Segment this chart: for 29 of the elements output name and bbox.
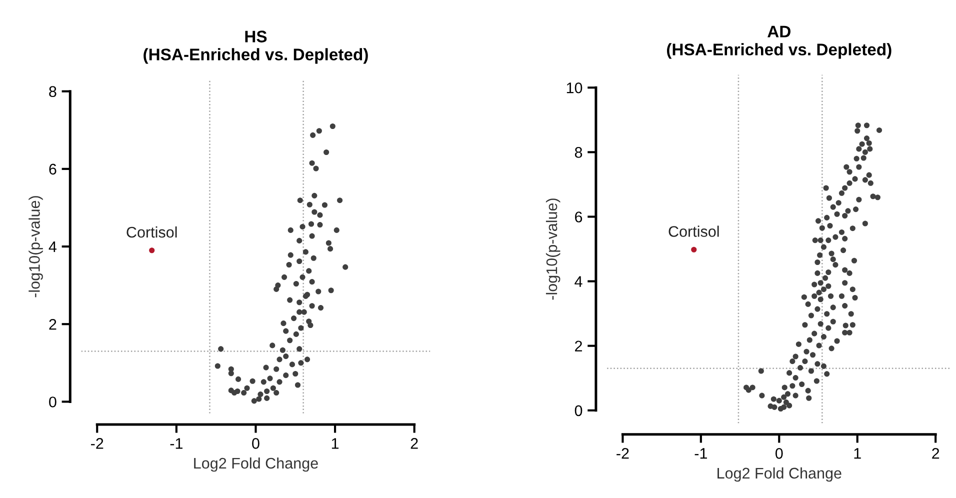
annotation: Cortisol	[668, 226, 719, 237]
x-axis-title: Log2 Fold Change	[718, 467, 842, 482]
y-tick-label: 0	[49, 396, 56, 408]
y-tick-label: 0	[574, 405, 582, 416]
y-tick-label: 6	[575, 212, 582, 222]
y-tick-label: 8	[574, 147, 582, 158]
x-tick-label: -1	[694, 448, 707, 459]
x-axis-title: Log2 Fold Change	[194, 457, 318, 472]
x-tick-label: 0	[252, 438, 260, 449]
y-tick-label: 2	[49, 318, 56, 330]
y-axis-title: -log10(p-value)	[546, 198, 560, 300]
annotation: Cortisol	[126, 226, 177, 238]
y-tick-label: 6	[49, 164, 56, 175]
y-tick-label: 8	[49, 86, 56, 98]
y-tick-label: 4	[48, 242, 57, 252]
y-tick-label: 10	[566, 82, 582, 94]
chart-title: AD (HSA-Enriched vs. Depleted)	[666, 26, 892, 59]
x-tick-label: -2	[616, 448, 629, 459]
x-tick-label: 1	[854, 448, 861, 459]
x-tick-label: -2	[91, 438, 104, 449]
y-axis-title: -log10(p-value)	[28, 196, 43, 298]
x-tick-label: 1	[332, 438, 339, 449]
x-tick-label: 2	[932, 448, 940, 459]
x-tick-label: 0	[775, 448, 783, 459]
x-tick-label: 2	[410, 438, 418, 449]
y-tick-label: 2	[575, 340, 582, 352]
chart-title: HS (HSA-Enriched vs. Depleted)	[144, 30, 368, 64]
y-tick-label: 4	[574, 276, 582, 287]
x-tick-label: -1	[170, 438, 182, 449]
